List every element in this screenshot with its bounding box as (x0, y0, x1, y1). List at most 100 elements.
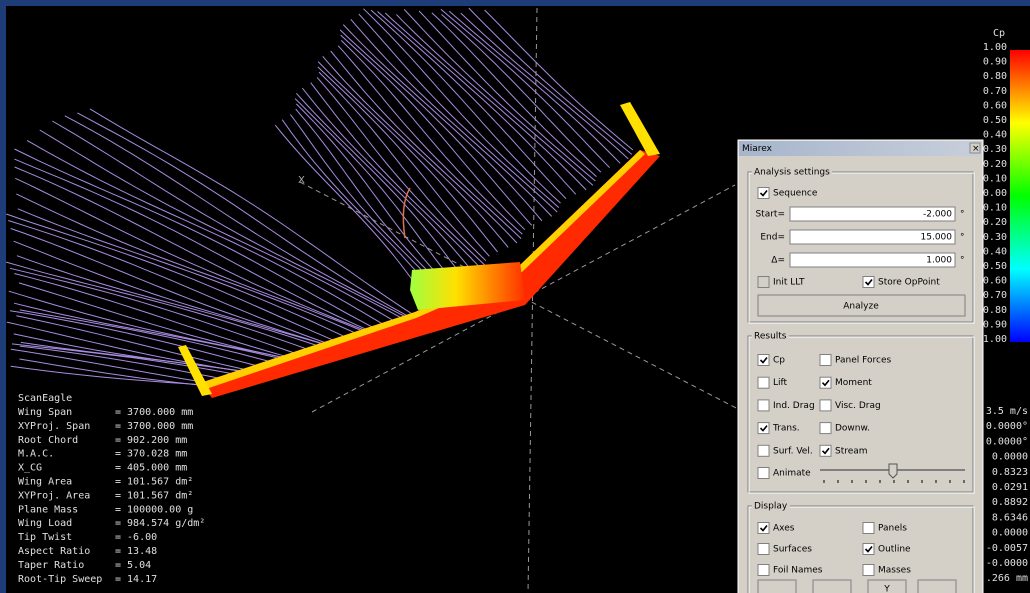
field-unit: ° (960, 210, 965, 220)
streamline (342, 24, 543, 222)
group-frame-hl (748, 336, 975, 494)
checkbox[interactable] (862, 276, 875, 288)
streamline (8, 220, 336, 347)
info-label: Taper Ratio (18, 560, 84, 571)
streamlines (5, 7, 634, 387)
info-value: = 370.028 mm (115, 449, 187, 460)
slider-thumb[interactable] (888, 463, 898, 479)
legend-label: 0.50 (983, 115, 1007, 126)
checkbox-label: Surfaces (773, 545, 812, 555)
streamline (441, 14, 602, 173)
view-button[interactable] (917, 579, 957, 593)
streamline (77, 112, 414, 320)
streamline (5, 261, 310, 351)
info-label: XYProj. Span (18, 421, 90, 432)
input-field[interactable] (789, 229, 956, 245)
info-label: M.A.C. (18, 449, 54, 460)
input-field[interactable] (789, 252, 956, 268)
view-button[interactable] (812, 579, 852, 593)
streamline (274, 124, 431, 306)
checkbox[interactable] (819, 444, 832, 457)
button-label: Analyze (843, 302, 879, 312)
checkbox[interactable] (819, 354, 832, 366)
group-frame (747, 335, 974, 493)
info-value: = 100000.00 g (115, 504, 193, 515)
info-value: = 101.567 dm² (115, 490, 193, 501)
streamline (330, 50, 518, 244)
streamline (13, 240, 323, 345)
streamline (350, 18, 553, 217)
view-button[interactable] (867, 579, 907, 593)
streamline (358, 13, 558, 213)
info-value: = 13.48 (115, 546, 157, 557)
checkbox[interactable] (757, 399, 770, 412)
checkbox[interactable] (862, 522, 875, 534)
streamline (14, 148, 382, 333)
legend-label: -0.30 (977, 232, 1007, 243)
legend-label: -0.40 (977, 246, 1007, 257)
legend-label: 1.00 (983, 42, 1007, 53)
legend-label: -0.50 (977, 261, 1007, 272)
streamline (468, 7, 633, 155)
checkbox-label: Masses (878, 566, 911, 576)
checkbox[interactable] (819, 376, 832, 389)
input-field[interactable] (789, 206, 956, 222)
checkbox[interactable] (819, 399, 832, 412)
check-mark (759, 357, 768, 364)
legend-label: -0.60 (977, 276, 1007, 287)
rotation-arrow (402, 187, 411, 239)
check-mark (821, 379, 830, 387)
checkbox[interactable] (757, 376, 770, 389)
checkbox[interactable] (862, 543, 875, 555)
checkbox[interactable] (757, 187, 770, 199)
field-label: Δ= (771, 256, 785, 266)
result-value: 0.0000 (992, 528, 1028, 539)
streamline (310, 82, 483, 270)
checkbox[interactable] (757, 564, 770, 576)
group-title: Results (754, 332, 787, 342)
streamline (377, 11, 567, 200)
checkbox[interactable] (757, 543, 770, 555)
result-value: 0.0000° (986, 421, 1028, 432)
checkbox[interactable] (757, 354, 770, 366)
analyze-button[interactable] (757, 294, 966, 317)
check-mark (864, 546, 873, 553)
info-label: Root-Tip Sweep (18, 574, 102, 585)
group-frame-hl (748, 506, 975, 593)
streamline (460, 12, 629, 160)
checkbox-label: Cp (773, 356, 785, 366)
info-label: Wing Load (18, 518, 72, 529)
checkbox-label: Trans. (772, 424, 800, 434)
group-frame (747, 505, 974, 593)
checkbox-label: Panel Forces (835, 356, 891, 366)
checkbox[interactable] (757, 522, 770, 534)
result-value: 8.6346 (992, 512, 1028, 523)
streamline (16, 255, 316, 346)
streamline (14, 166, 369, 332)
streamline (26, 139, 388, 328)
result-value: -0.0057 (986, 543, 1028, 554)
field-value: 15.000 (921, 233, 953, 243)
plane-name: ScanEagle (18, 393, 72, 404)
checkbox[interactable] (757, 422, 770, 435)
checkbox[interactable] (862, 564, 875, 576)
streamline (9, 267, 303, 357)
wing (178, 102, 660, 398)
legend-label: 0.00 (983, 188, 1007, 199)
checkbox[interactable] (757, 467, 770, 479)
checkbox[interactable] (819, 422, 832, 435)
streamline (89, 108, 421, 320)
streamline (384, 12, 577, 195)
view-button[interactable] (757, 579, 797, 593)
streamline (440, 8, 610, 169)
streamline (13, 302, 277, 359)
streamline (363, 8, 560, 208)
streamline (322, 55, 509, 248)
info-label: Tip Twist (18, 532, 72, 543)
close-button[interactable] (969, 142, 981, 154)
result-value: 0.0000° (986, 436, 1028, 447)
info-value: = 5.04 (115, 560, 151, 571)
legend-label: 0.20 (983, 159, 1007, 170)
streamline (295, 108, 449, 293)
checkbox[interactable] (757, 444, 770, 457)
